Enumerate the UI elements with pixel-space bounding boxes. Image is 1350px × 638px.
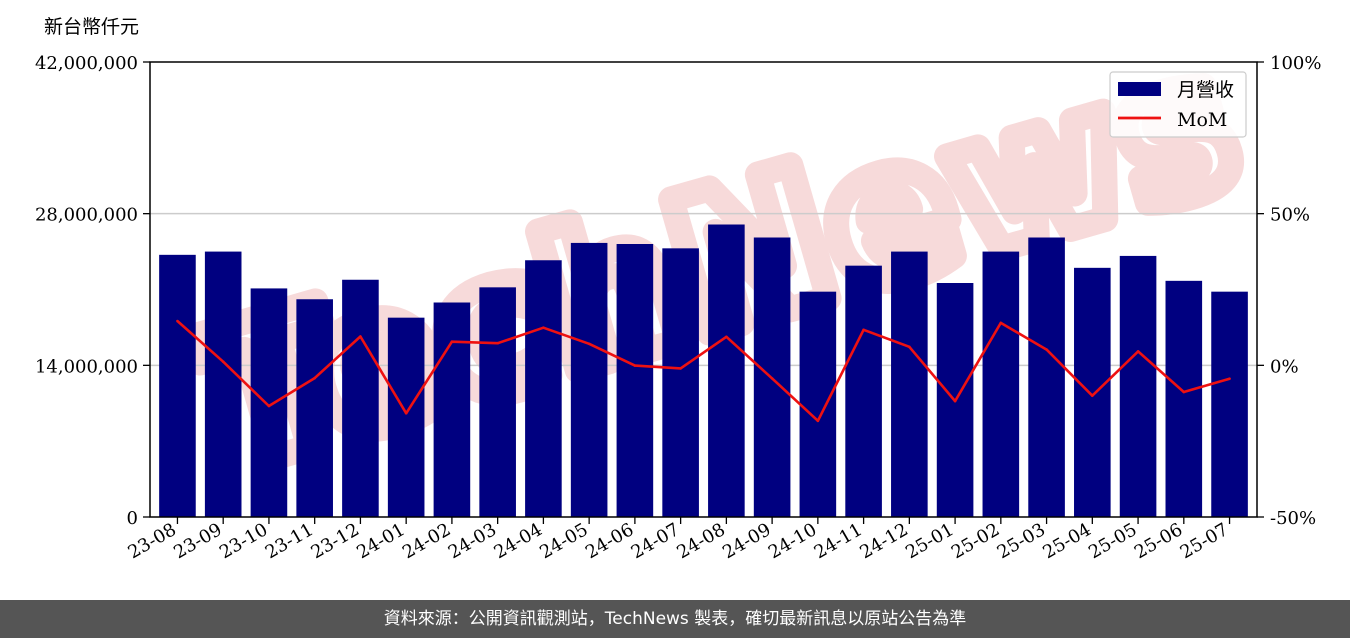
mom-point-24-08: [725, 335, 728, 339]
bar-23-12: [342, 279, 379, 517]
x-tick-label: 24-03: [445, 519, 500, 563]
bar-25-06: [1165, 280, 1203, 517]
bar-25-02: [982, 251, 1020, 518]
mom-point-25-04: [1091, 394, 1094, 397]
mom-point-25-03: [1045, 348, 1048, 351]
x-tick-label: 25-02: [948, 519, 1003, 563]
mom-point-25-02: [999, 321, 1003, 325]
mom-point-24-12: [908, 345, 911, 349]
legend-swatch-bar: [1118, 82, 1161, 96]
mom-point-25-05: [1136, 350, 1140, 353]
bar-25-04: [1074, 267, 1111, 517]
mom-point-23-11: [313, 376, 316, 380]
x-tick-label: 25-03: [994, 519, 1049, 563]
x-tick-label: 24-09: [719, 519, 774, 563]
y-left-tick-label: 42,000,000: [35, 53, 138, 74]
mom-point-25-07: [1228, 377, 1231, 380]
bar-25-03: [1028, 237, 1065, 517]
y-right-tick-label: -50%: [1270, 508, 1316, 529]
y-left-tick-label: 14,000,000: [35, 356, 138, 377]
bar-24-12: [891, 251, 928, 518]
plot-frame: [149, 61, 1258, 518]
mom-point-24-09: [770, 377, 774, 380]
bar-24-10: [799, 291, 837, 517]
bar-24-06: [616, 244, 654, 517]
mom-point-23-10: [267, 404, 271, 408]
mom-point-23-08: [176, 319, 179, 323]
bar-24-07: [662, 248, 699, 518]
bar-24-05: [570, 242, 608, 517]
bar-23-10: [250, 288, 288, 517]
bar-25-05: [1119, 255, 1157, 517]
x-tick-label: 24-07: [628, 519, 683, 563]
y-axis-unit-label: 新台幣仟元: [44, 16, 139, 38]
bar-23-08: [159, 254, 196, 518]
x-tick-label: 25-01: [902, 519, 957, 563]
bar-23-11: [296, 299, 333, 517]
x-tick-label: 23-09: [170, 519, 225, 563]
legend-label: 月營收: [1177, 79, 1234, 101]
y-right-tick-label: 100%: [1270, 53, 1321, 74]
mom-point-24-07: [679, 367, 682, 370]
x-tick-label: 24-01: [353, 519, 408, 563]
bar-24-03: [479, 287, 516, 517]
bar-24-02: [433, 302, 471, 517]
x-tick-label: 25-07: [1177, 519, 1232, 563]
x-tick-label: 24-10: [765, 519, 820, 563]
mom-point-24-01: [404, 411, 408, 415]
revenue-chart: TechNews 014,000,00028,000,00042,000,000…: [35, 0, 1322, 563]
mom-point-25-06: [1182, 390, 1186, 394]
x-tick-label: 24-05: [536, 519, 591, 563]
y-left-tick-label: 28,000,000: [35, 205, 138, 226]
x-tick-label: 25-05: [1085, 519, 1140, 563]
x-tick-label: 24-08: [673, 519, 728, 563]
mom-series: [176, 319, 1231, 423]
mom-point-24-03: [496, 341, 499, 345]
mom-point-24-04: [542, 326, 545, 330]
footer-source-note: 資料來源：公開資訊觀測站，TechNews 製表，確切最新訊息以原站公告為準: [0, 600, 1350, 638]
mom-point-24-02: [450, 340, 454, 343]
x-tick-label: 24-02: [399, 519, 454, 563]
bar-24-11: [845, 265, 882, 517]
x-tick-label: 25-06: [1131, 519, 1186, 563]
x-tick-label: 23-11: [262, 519, 317, 563]
y-right-tick-label: 50%: [1270, 205, 1310, 226]
mom-point-24-10: [816, 419, 820, 423]
x-tick-label: 23-10: [216, 519, 271, 563]
y-left-tick-label: 0: [127, 508, 138, 529]
mom-point-23-12: [359, 335, 362, 338]
bar-24-08: [708, 224, 745, 517]
bar-24-04: [525, 260, 562, 517]
y-right-tick-label: 0%: [1270, 356, 1299, 377]
x-tick-label: 24-06: [582, 519, 637, 563]
bar-23-09: [204, 251, 242, 518]
mom-point-24-11: [862, 328, 865, 332]
x-tick-label: 24-11: [811, 519, 866, 563]
legend-label: MoM: [1177, 109, 1227, 131]
mom-point-24-05: [587, 342, 591, 346]
grid-lines: [150, 212, 1257, 367]
x-tick-label: 24-04: [490, 519, 545, 563]
mom-point-24-06: [633, 364, 637, 367]
bar-series: [159, 224, 1248, 518]
mom-point-23-09: [221, 360, 225, 363]
x-tick-label: 24-12: [856, 519, 911, 563]
mom-line: [176, 320, 1230, 423]
mom-point-25-01: [953, 399, 957, 403]
x-tick-label: 25-04: [1039, 519, 1094, 563]
bar-24-01: [387, 317, 425, 517]
legend: 月營收 MoM: [1109, 71, 1247, 138]
x-tick-label: 23-12: [307, 519, 362, 563]
bar-25-07: [1211, 291, 1248, 517]
